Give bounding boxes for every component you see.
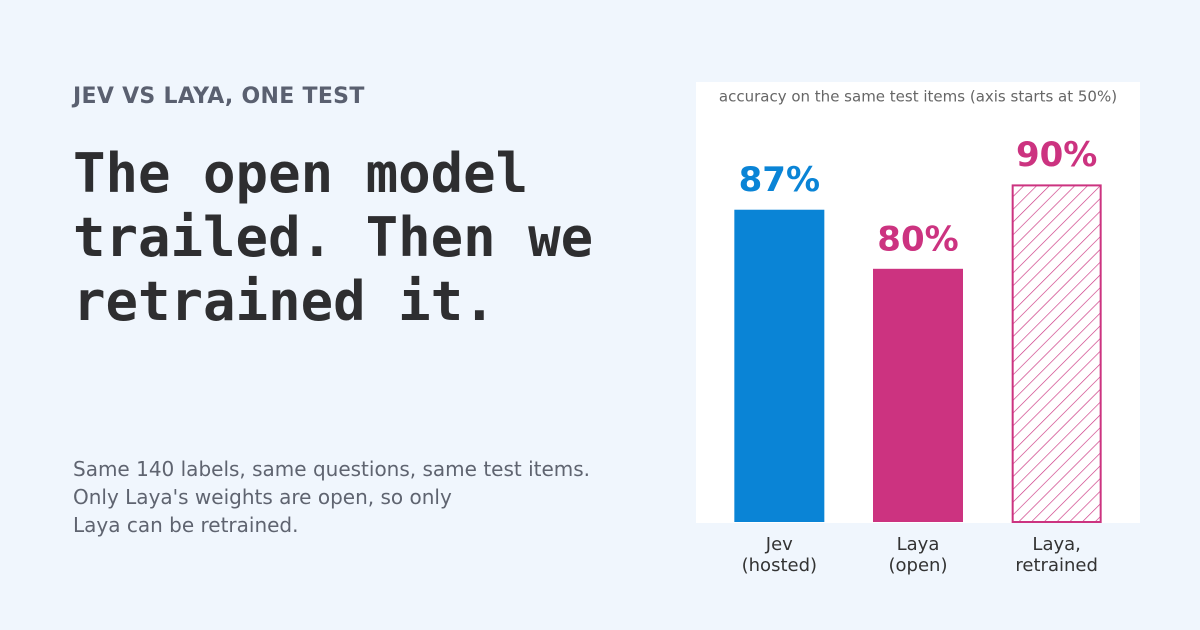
body-text: Same 140 labels, same questions, same te… (73, 455, 590, 539)
value-label: 87% (739, 160, 820, 200)
body-line: Laya can be retrained. (73, 513, 299, 537)
value-label: 80% (877, 219, 958, 259)
body-line: Same 140 labels, same questions, same te… (73, 457, 591, 481)
x-tick-label: Laya, retrained (1015, 534, 1098, 576)
value-label: 90% (1016, 135, 1097, 175)
body-line: Only Laya's weights are open, so only (73, 485, 452, 509)
x-tick-label: Jev (hosted) (741, 534, 818, 576)
eyebrow: JEV VS LAYA, ONE TEST (73, 84, 365, 109)
chart-subtitle: accuracy on the same test items (axis st… (719, 88, 1117, 106)
x-tick-label: Laya (open) (888, 534, 948, 576)
bar (734, 209, 825, 522)
bar (873, 268, 963, 522)
bar (1011, 184, 1102, 523)
headline: The open model trailed. Then we retraine… (73, 142, 594, 333)
